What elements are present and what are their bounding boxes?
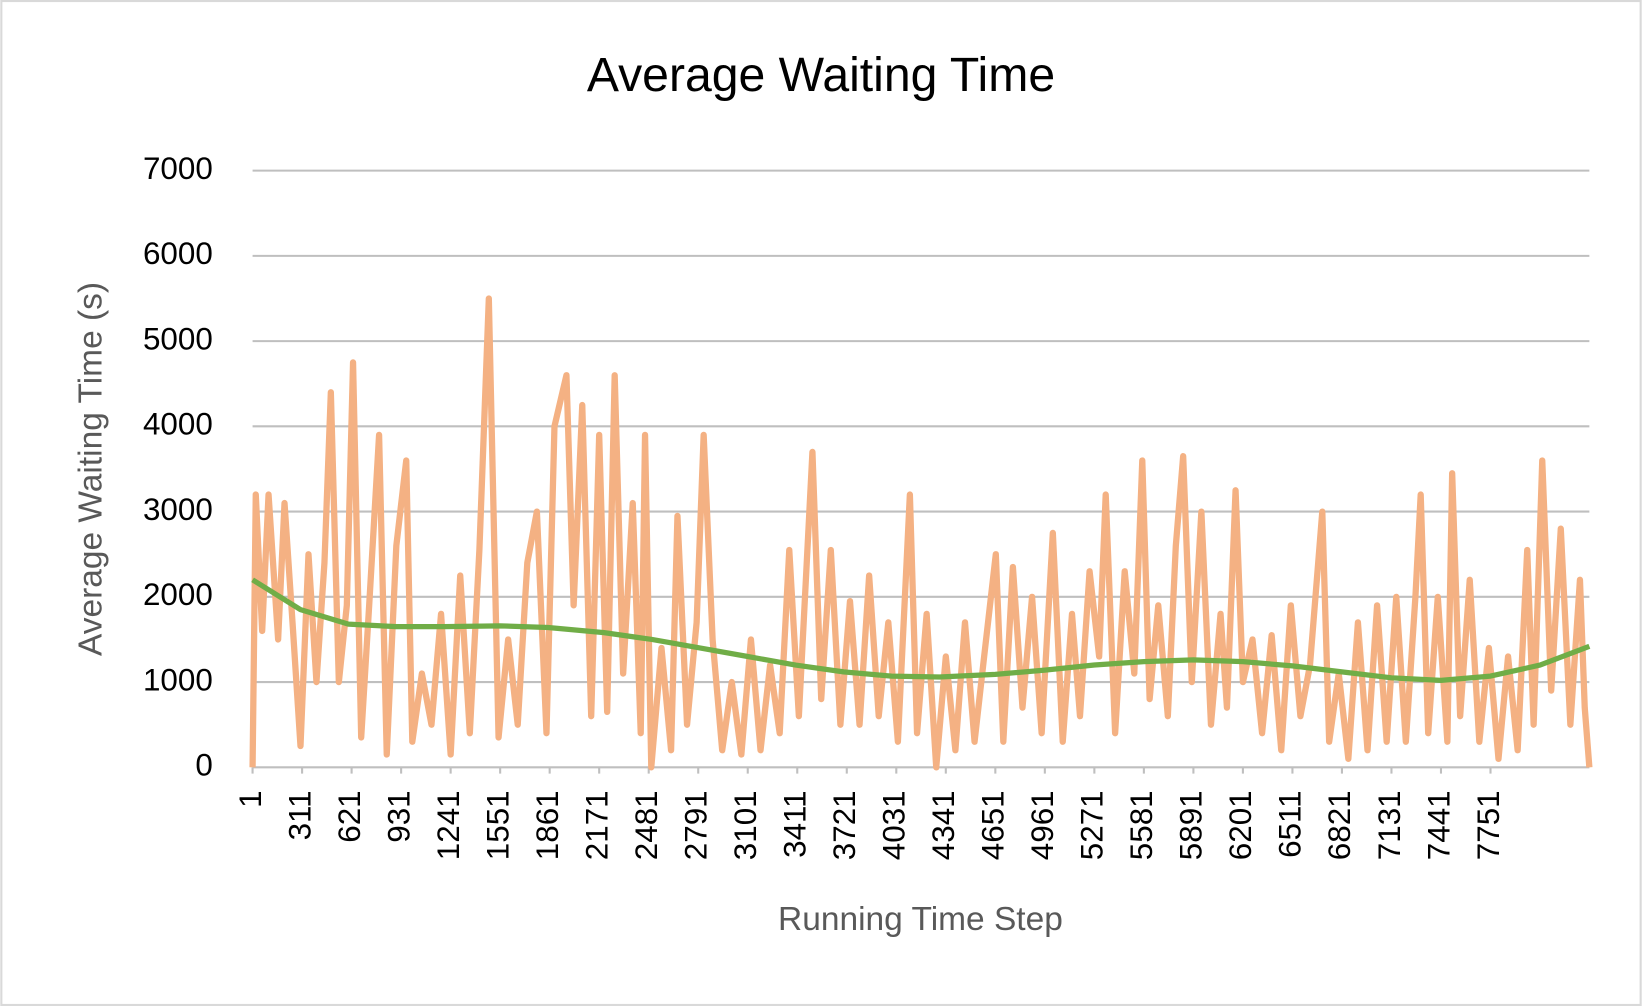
- x-tick-label: 5891: [1174, 790, 1209, 860]
- x-tick-label: 621: [332, 790, 367, 842]
- x-tick-label: 2171: [579, 790, 614, 860]
- y-tick-label: 6000: [143, 236, 213, 271]
- x-tick-label: 5581: [1124, 790, 1159, 860]
- x-tick-label: 1: [233, 790, 268, 807]
- x-tick-label: 7751: [1471, 790, 1506, 860]
- y-tick-label: 0: [195, 748, 212, 783]
- x-tick-label: 4031: [877, 790, 912, 860]
- x-tick-label: 311: [282, 790, 317, 840]
- chart-title: Average Waiting Time: [587, 48, 1055, 102]
- x-tick-label: 7441: [1421, 790, 1456, 860]
- y-tick-label: 7000: [143, 151, 213, 186]
- x-tick-label: 3101: [728, 790, 763, 860]
- x-tick-label: 4341: [926, 790, 961, 860]
- y-tick-label: 1000: [143, 662, 213, 697]
- x-tick-label: 931: [381, 790, 416, 842]
- x-tick-label: 7131: [1372, 790, 1407, 860]
- x-tick-label: 3721: [827, 790, 862, 860]
- x-tick-label: 1551: [480, 790, 515, 860]
- x-tick-label: 3411: [778, 790, 813, 858]
- data-line: [251, 577, 1591, 683]
- x-tick-label: 6201: [1223, 790, 1258, 860]
- y-tick-label: 5000: [143, 321, 213, 356]
- x-tick-label: 5271: [1075, 790, 1110, 860]
- x-axis-label: Running Time Step: [778, 901, 1063, 938]
- y-tick-label: 2000: [143, 577, 213, 612]
- x-tick-label: 2481: [629, 790, 664, 860]
- x-tick-label: 1861: [530, 790, 565, 860]
- y-axis-label: Average Waiting Time (s): [72, 282, 109, 656]
- x-tick-label: 1241: [431, 790, 466, 860]
- x-tick-label: 4961: [1025, 790, 1060, 860]
- y-tick-label: 4000: [143, 407, 213, 442]
- x-tick-label: 6511: [1273, 790, 1308, 858]
- y-tick-label: 3000: [143, 492, 213, 527]
- x-tick-label: 6821: [1322, 790, 1357, 860]
- data-line: [249, 295, 1593, 771]
- x-tick-label: 2791: [679, 790, 714, 860]
- x-tick-label: 4651: [976, 790, 1011, 860]
